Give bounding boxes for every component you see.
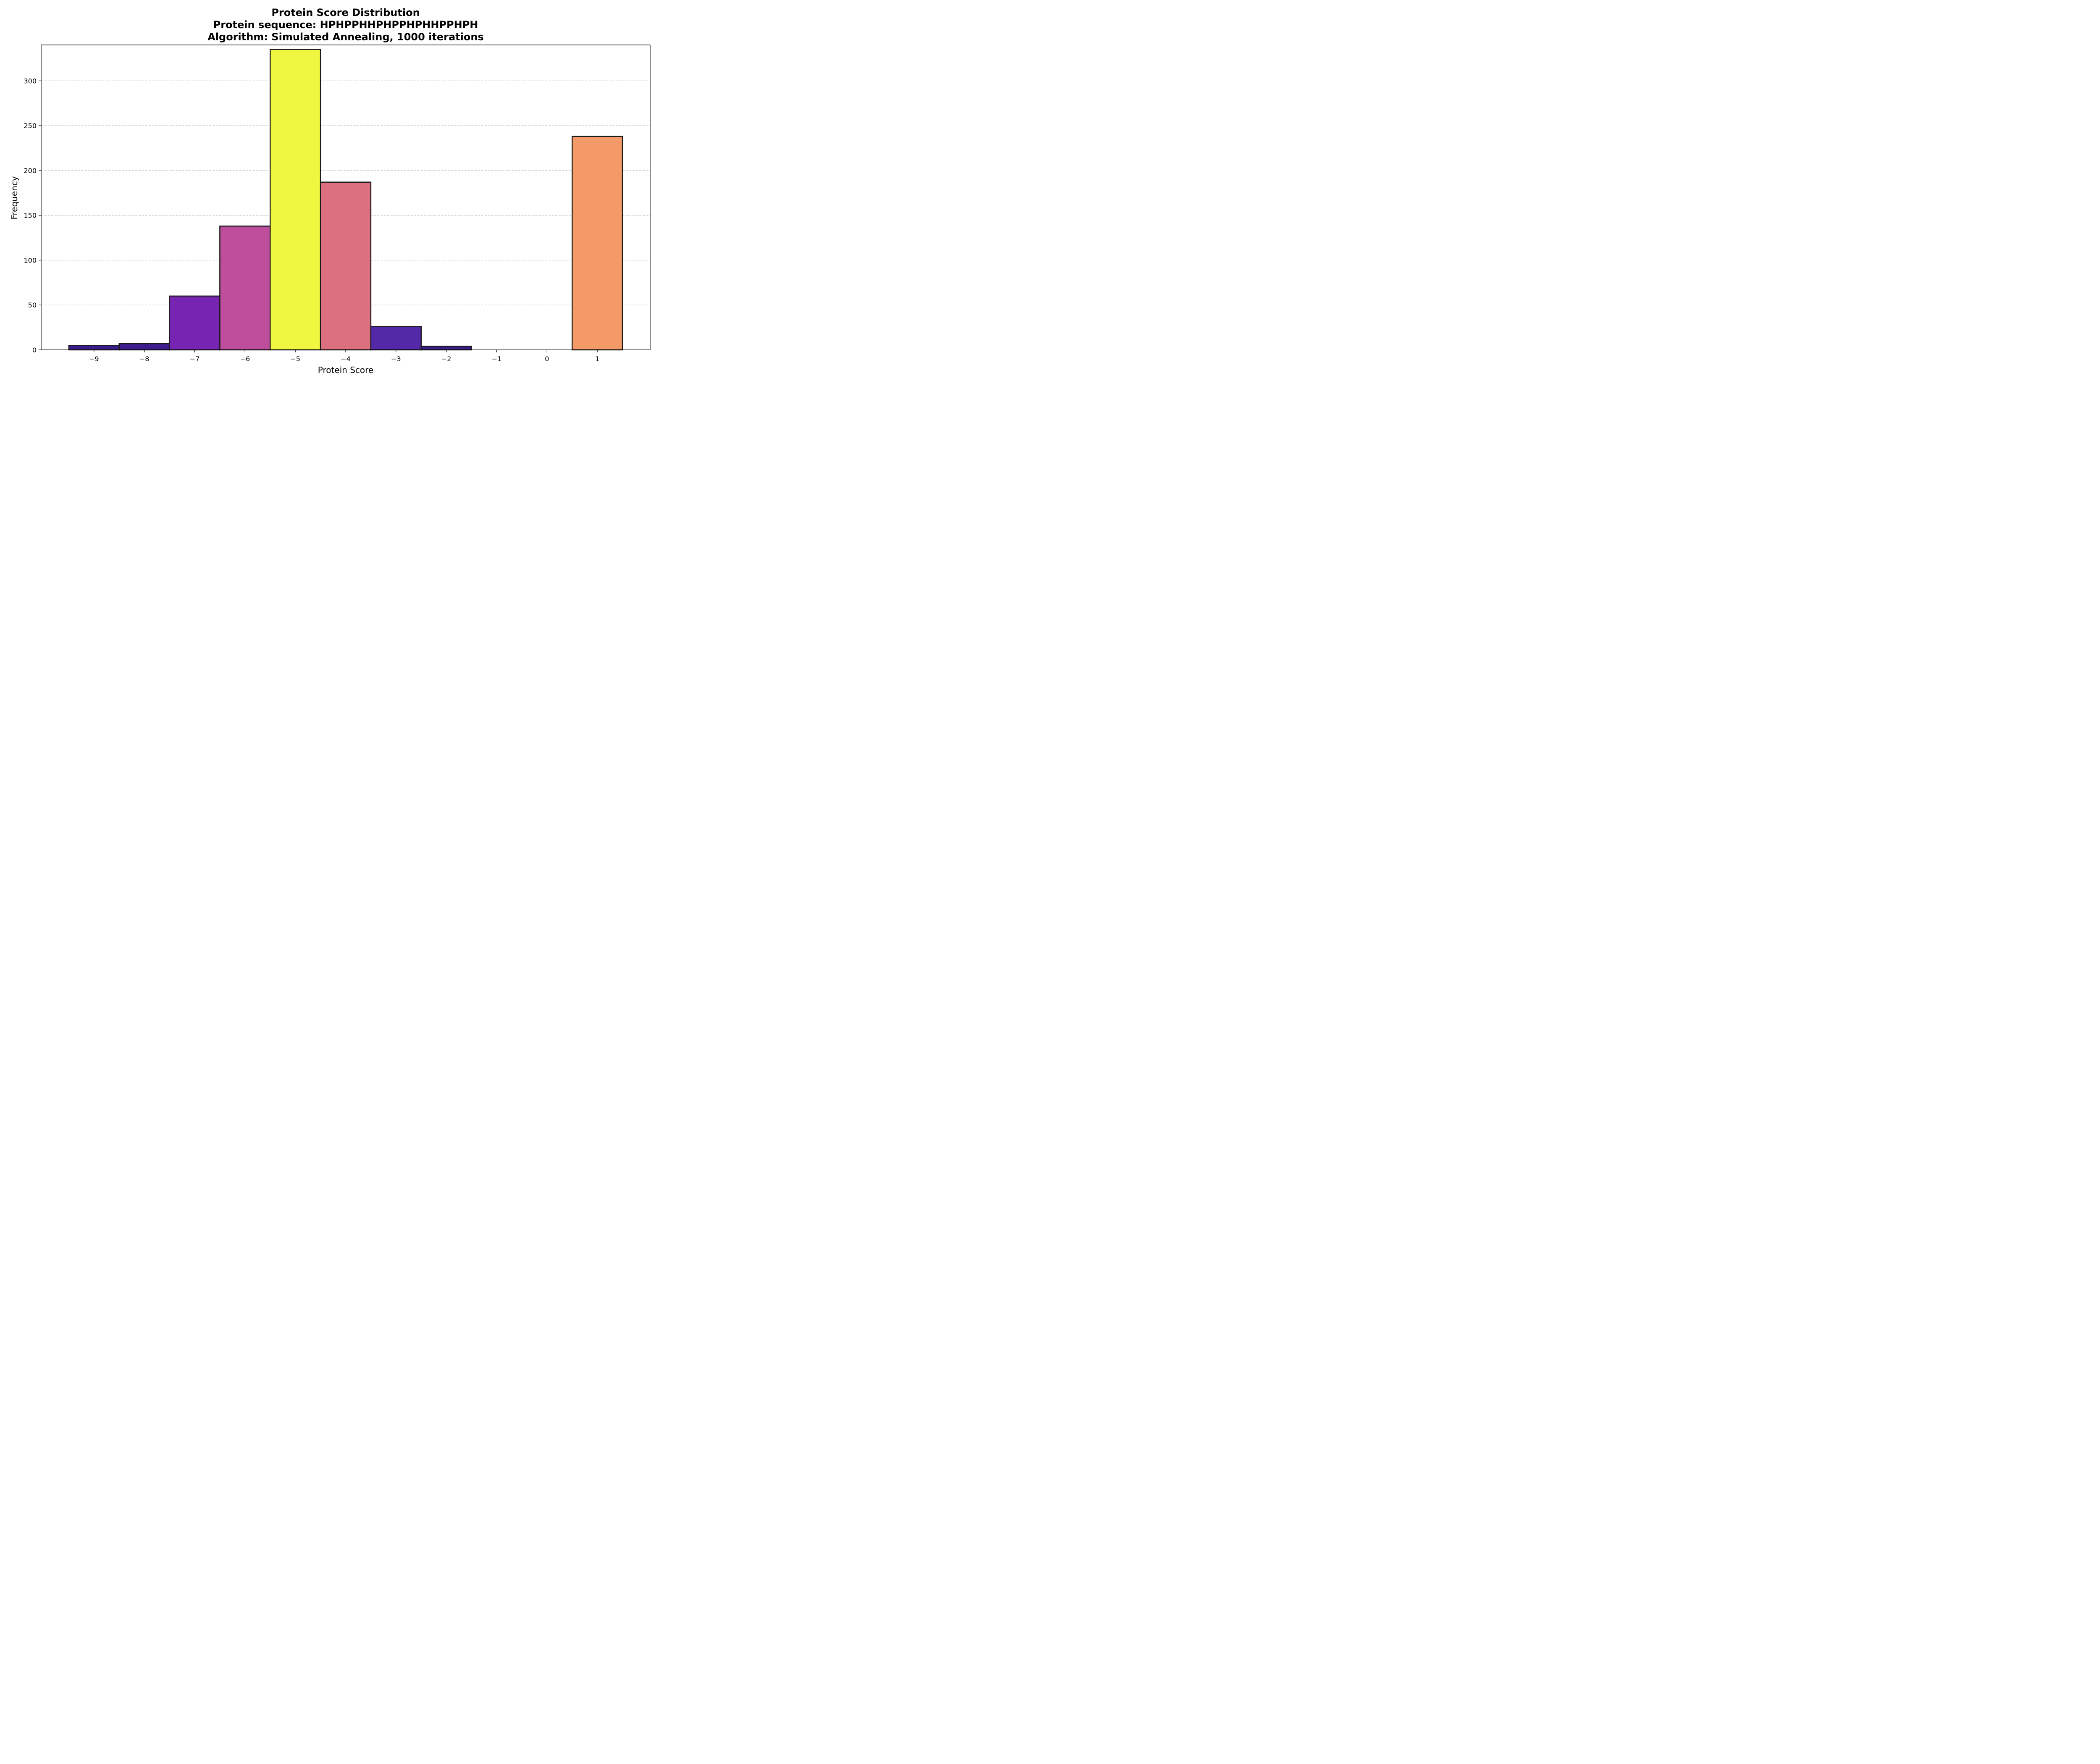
x-axis-label: Protein Score: [318, 365, 373, 375]
histogram-bar: [269, 49, 321, 351]
chart-title-line-3: Algorithm: Simulated Annealing, 1000 ite…: [207, 31, 484, 43]
histogram-bar: [68, 345, 120, 351]
x-tick-label: −2: [441, 355, 452, 363]
x-tick-label: −5: [290, 355, 300, 363]
y-tick-label: 200: [24, 167, 37, 175]
y-axis-label: Frequency: [9, 176, 19, 219]
x-tick-label: −3: [391, 355, 401, 363]
chart-title-line-2: Protein sequence: HPHPPHHPHPPHPHHPPHPH: [213, 19, 478, 31]
x-tick-label: −8: [139, 355, 150, 363]
histogram-bar: [169, 295, 220, 351]
x-tick-label: −4: [341, 355, 351, 363]
x-tick-label: −1: [492, 355, 502, 363]
histogram-bar: [219, 226, 271, 351]
histogram-bar: [572, 136, 623, 351]
histogram-bar: [420, 346, 472, 351]
histogram-bar: [320, 181, 372, 351]
y-tick-label: 100: [24, 256, 37, 264]
x-axis-ticks: −9 −8 −7 −6 −5 −4 −3 −2 −1 0 1: [89, 350, 599, 363]
y-axis-ticks: 0 50 100 150 200 250 300: [24, 77, 41, 354]
y-tick-label: 250: [24, 122, 37, 130]
histogram-bar: [370, 326, 422, 351]
x-tick-label: 0: [545, 355, 549, 363]
y-tick-label: 50: [28, 301, 37, 309]
y-tick-label: 0: [32, 346, 37, 354]
y-tick-label: 300: [24, 77, 37, 85]
x-tick-label: −9: [89, 355, 99, 363]
chart-title-line-1: Protein Score Distribution: [271, 7, 420, 18]
histogram-chart: Protein Score Distribution Protein seque…: [9, 7, 651, 375]
y-tick-label: 150: [24, 212, 37, 220]
x-tick-label: −7: [190, 355, 200, 363]
x-tick-label: −6: [240, 355, 250, 363]
histogram-bar: [118, 343, 170, 351]
x-tick-label: 1: [595, 355, 599, 363]
histogram-bars: [68, 49, 623, 351]
